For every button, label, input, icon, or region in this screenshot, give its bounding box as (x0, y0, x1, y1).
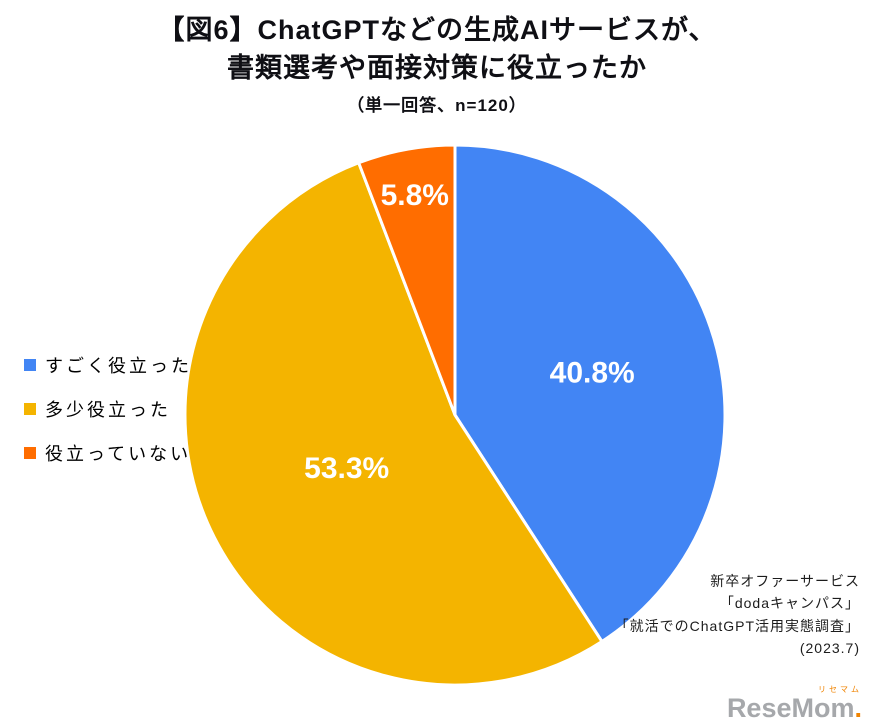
legend-label: 役立っていない (45, 444, 192, 464)
legend: すごく役立った 多少役立った 役立っていない (24, 352, 192, 484)
chart-title-line-1: 【図6】ChatGPTなどの生成AIサービスが、 (157, 15, 717, 45)
source-line: 「就活でのChatGPT活用実態調査」 (614, 617, 860, 634)
pie-slice-2 (357, 143, 457, 417)
chart-title-line-2: 書類選考や面接対策に役立ったか (227, 52, 647, 83)
pie-slice-1 (183, 161, 604, 687)
pie-chart: 40.8% 53.3% 5.8% (170, 130, 740, 700)
pie-value-label-1: 53.3% (304, 452, 389, 485)
chart-subtitle: （単一回答、n=120） (347, 95, 527, 115)
resemom-logo-text: ReseMom. (726, 693, 862, 723)
legend-swatch-icon (24, 359, 36, 371)
pie-chart-svg: 40.8% 53.3% 5.8% (183, 143, 727, 687)
pie-value-label-2: 5.8% (381, 179, 449, 212)
resemom-logo-dot: . (854, 693, 862, 723)
pie-value-label-0: 40.8% (550, 356, 635, 389)
legend-label: 多少役立った (45, 400, 171, 420)
legend-item-1: 多少役立った (24, 396, 192, 422)
resemom-logo: リセマム ReseMom. (727, 686, 862, 722)
legend-item-2: 役立っていない (24, 440, 192, 466)
source-line: (2023.7) (799, 640, 860, 657)
resemom-logo-kana: リセマム (818, 685, 862, 694)
legend-item-0: すごく役立った (24, 352, 192, 378)
chart-title-block: 【図6】ChatGPTなどの生成AIサービスが、 書類選考や面接対策に役立ったか… (0, 12, 874, 116)
legend-swatch-icon (24, 403, 36, 415)
legend-swatch-icon (24, 447, 36, 459)
source-line: 「dodaキャンパス」 (719, 595, 860, 612)
source-line: 新卒オファーサービス (710, 573, 860, 589)
source-attribution: 新卒オファーサービス 「dodaキャンパス」 「就活でのChatGPT活用実態調… (615, 570, 860, 660)
legend-label: すごく役立った (45, 356, 192, 376)
